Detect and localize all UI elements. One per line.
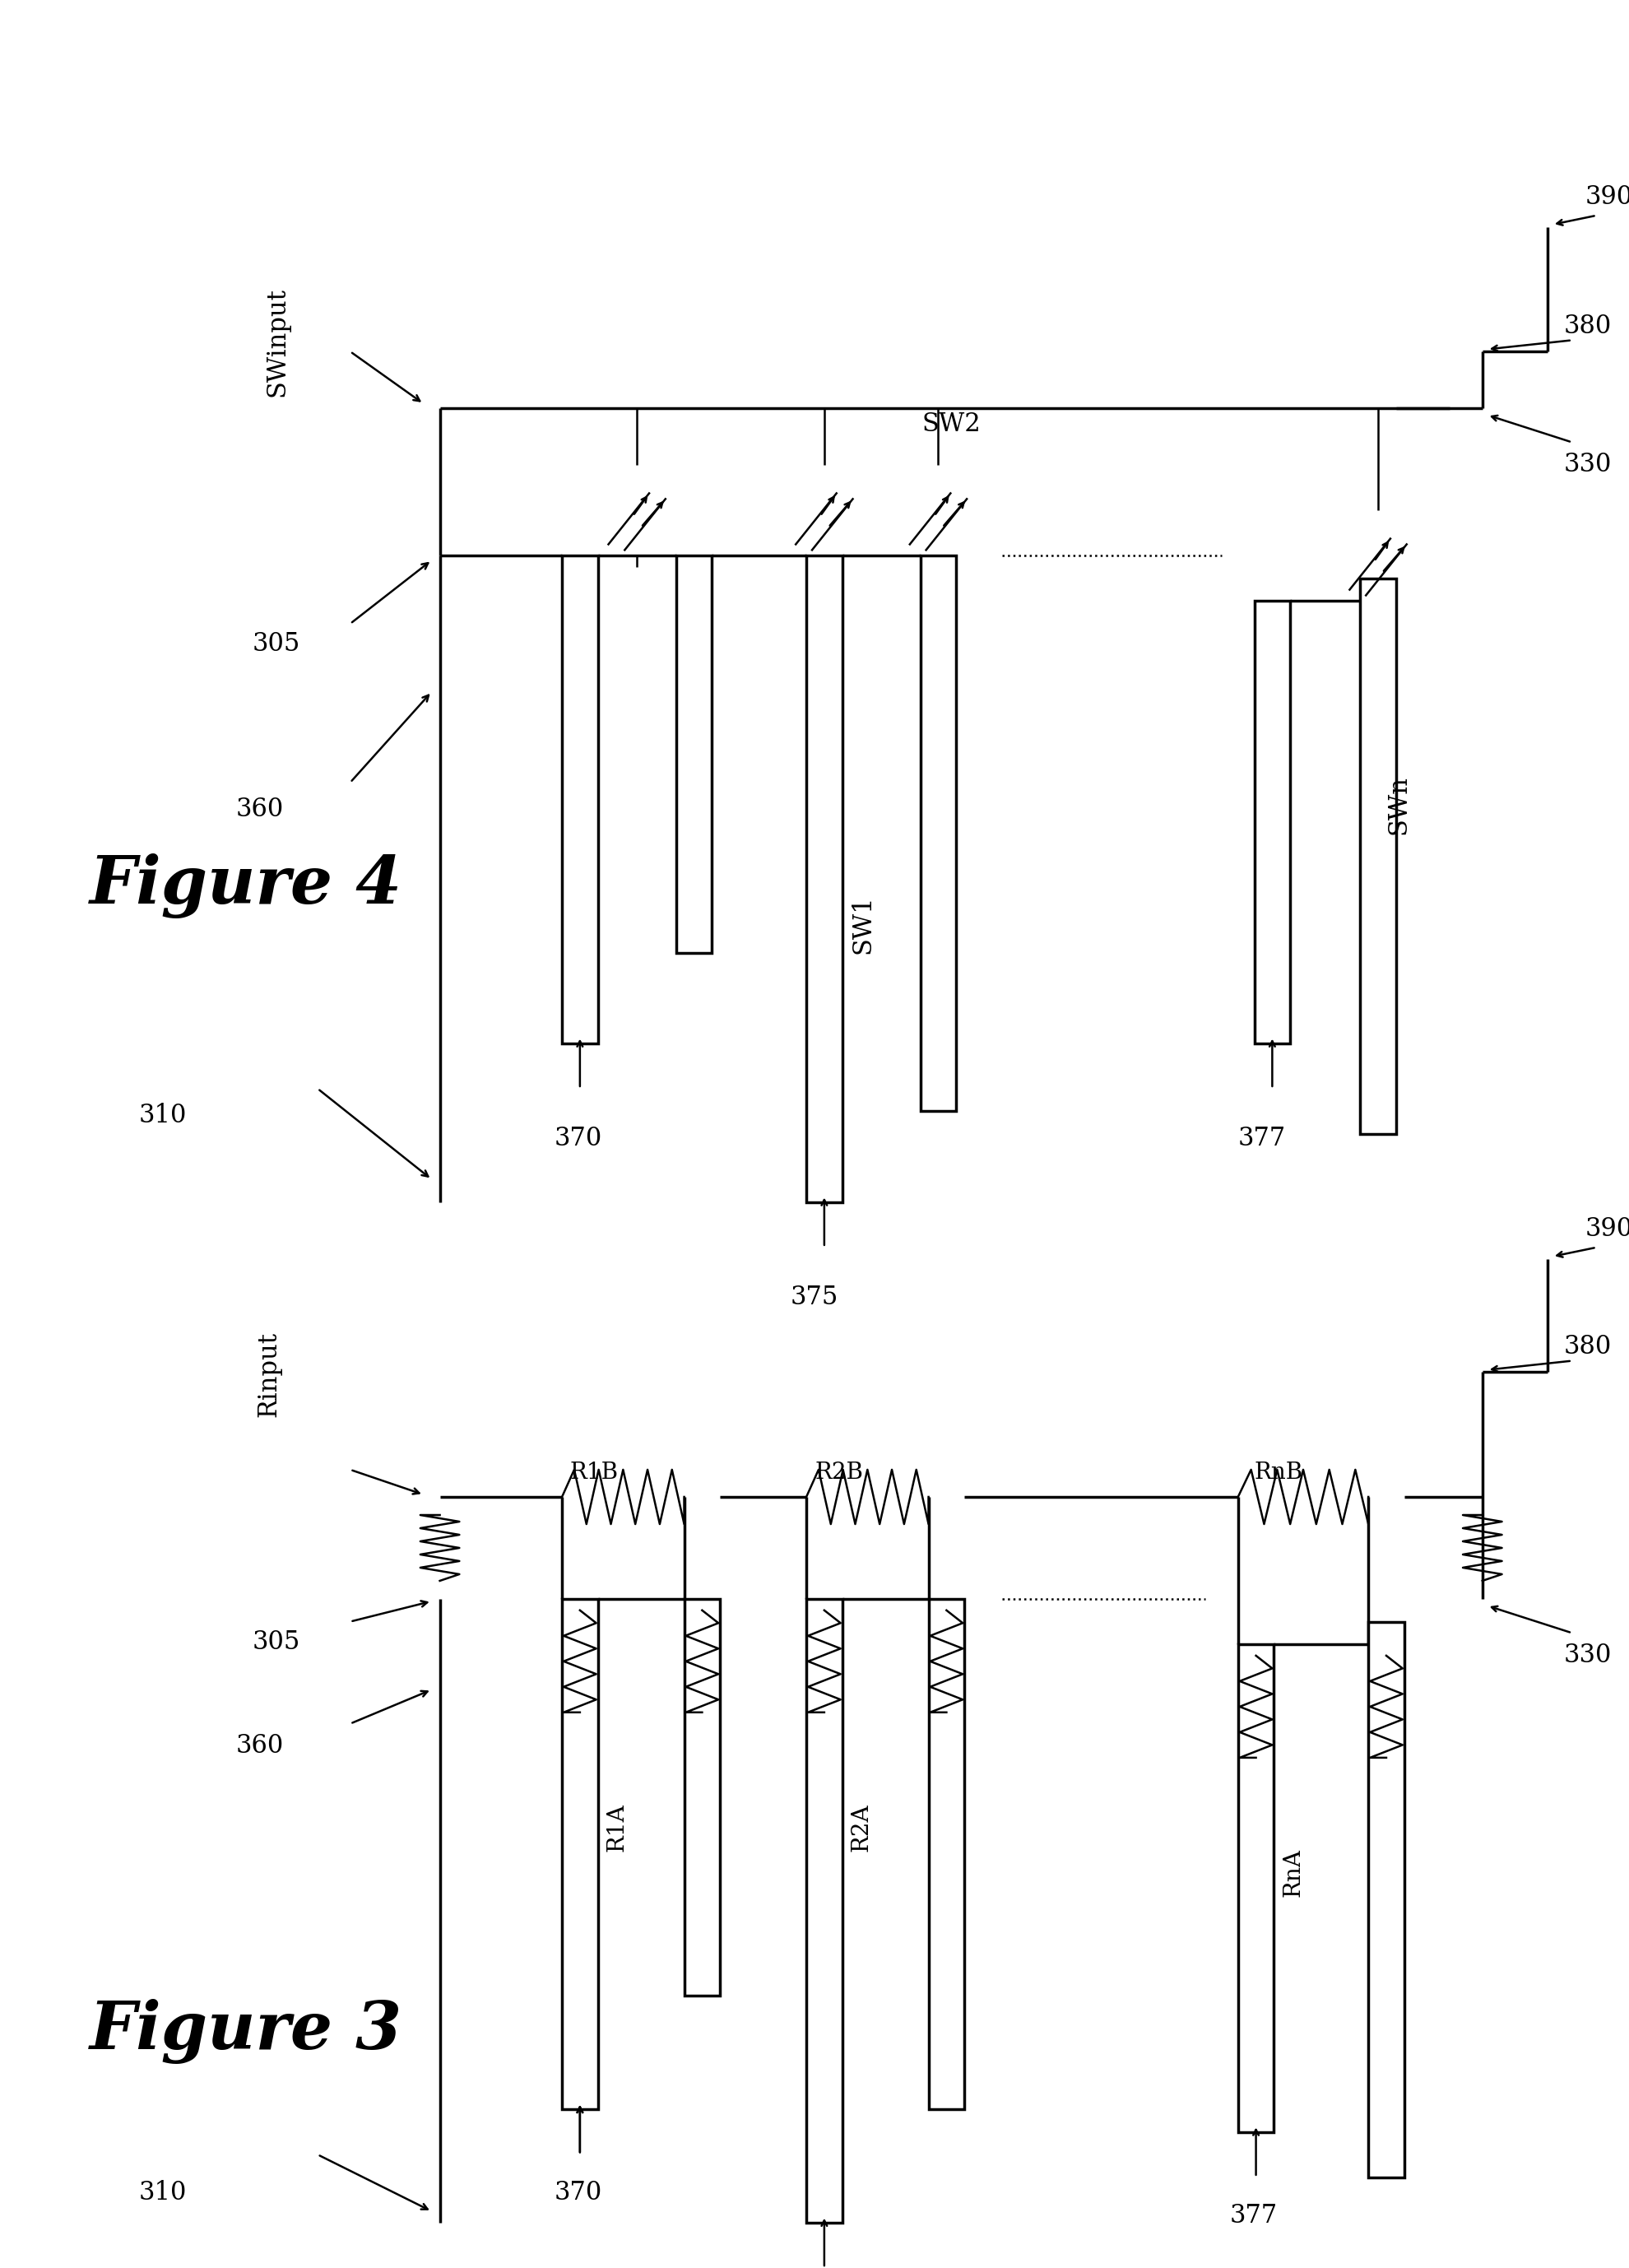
Text: R1A: R1A — [606, 1803, 629, 1851]
Text: RnB: RnB — [1254, 1461, 1303, 1483]
Bar — [806, 1599, 842, 2223]
Text: R1B: R1B — [570, 1461, 619, 1483]
Text: 370: 370 — [554, 1125, 601, 1152]
Bar — [806, 556, 842, 1202]
Text: SWinput: SWinput — [264, 288, 290, 397]
Bar — [1238, 1644, 1274, 2132]
Text: 310: 310 — [138, 1102, 186, 1129]
Text: SW1: SW1 — [850, 894, 876, 955]
Text: Figure 4: Figure 4 — [90, 853, 402, 919]
Text: 370: 370 — [554, 2180, 601, 2207]
Text: 330: 330 — [1564, 451, 1611, 479]
Bar — [684, 1599, 720, 1996]
Bar — [676, 556, 712, 953]
Text: 360: 360 — [236, 1733, 283, 1760]
Bar — [562, 1599, 598, 2109]
Text: Figure 3: Figure 3 — [90, 1998, 402, 2064]
Text: 305: 305 — [252, 1628, 300, 1656]
Text: 380: 380 — [1564, 1334, 1611, 1361]
Text: 305: 305 — [252, 631, 300, 658]
Text: 377: 377 — [1230, 2202, 1277, 2229]
Text: 390: 390 — [1585, 184, 1629, 211]
Bar — [1368, 1622, 1404, 2177]
Text: 330: 330 — [1564, 1642, 1611, 1669]
Bar — [920, 556, 956, 1111]
Text: 375: 375 — [790, 1284, 837, 1311]
Text: 377: 377 — [1238, 1125, 1285, 1152]
Text: Rinput: Rinput — [256, 1331, 282, 1418]
Text: 390: 390 — [1585, 1216, 1629, 1243]
Bar — [1360, 578, 1396, 1134]
Text: RnA: RnA — [1282, 1848, 1305, 1896]
Bar — [929, 1599, 964, 2109]
Text: 360: 360 — [236, 796, 283, 823]
Text: 380: 380 — [1564, 313, 1611, 340]
Text: SW2: SW2 — [922, 411, 981, 438]
Text: R2A: R2A — [850, 1803, 873, 1851]
Text: 310: 310 — [138, 2180, 186, 2207]
Bar — [1254, 601, 1290, 1043]
Bar — [562, 556, 598, 1043]
Text: SWn: SWn — [1386, 776, 1412, 835]
Text: R2B: R2B — [814, 1461, 863, 1483]
